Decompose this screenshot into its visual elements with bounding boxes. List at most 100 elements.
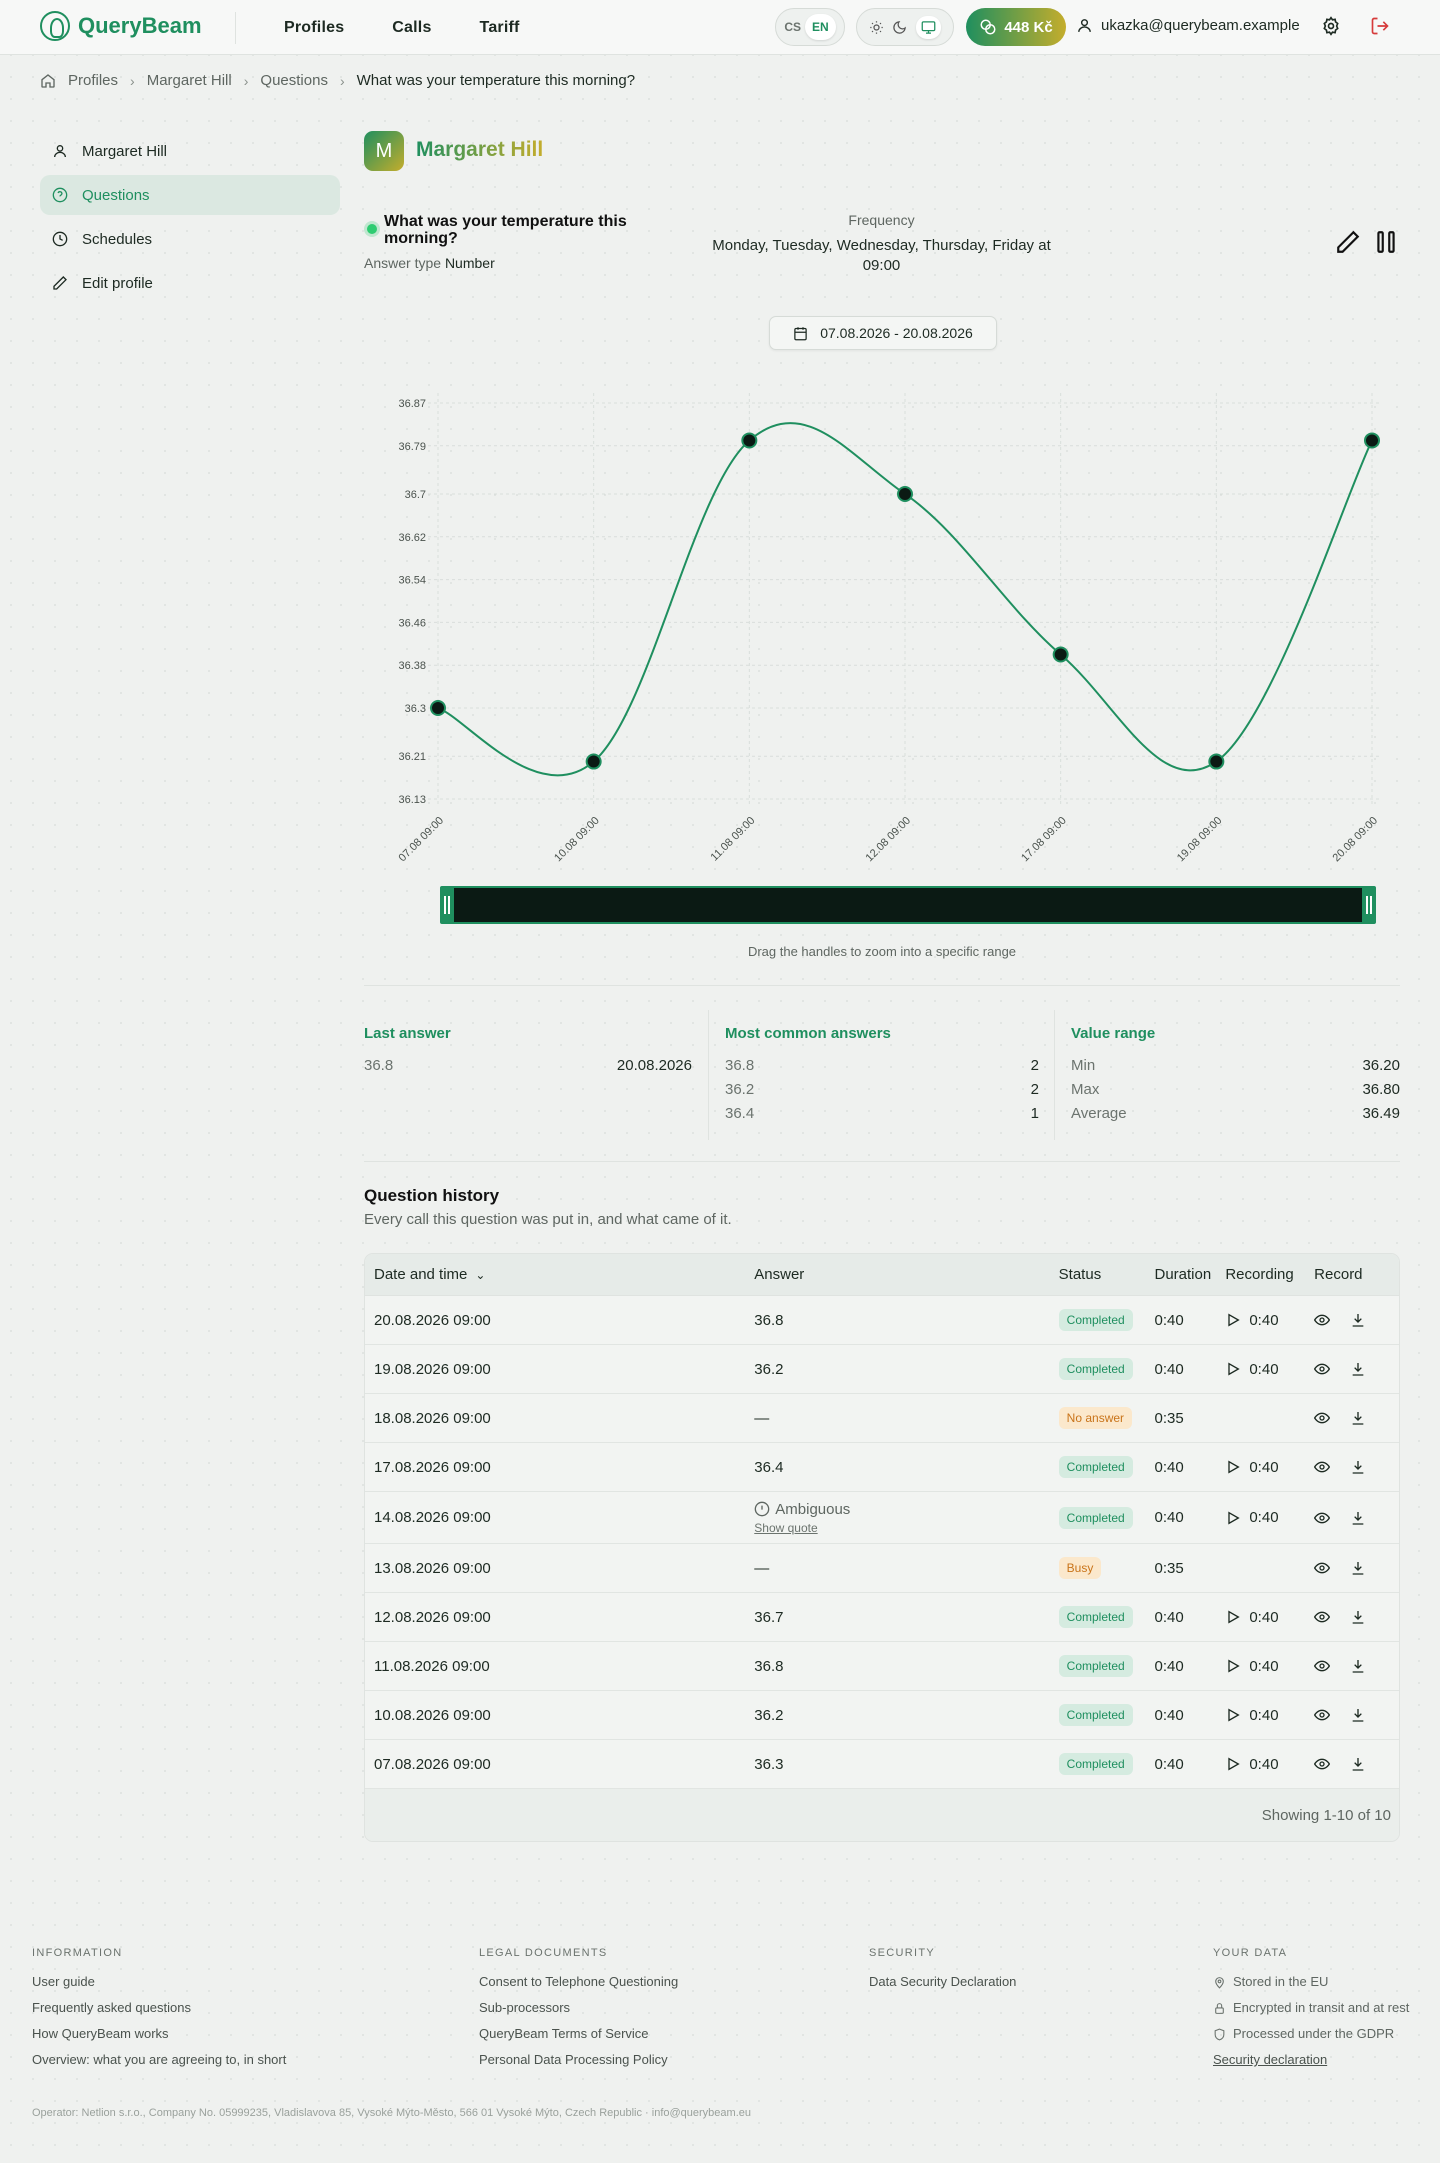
footer-link[interactable]: Data Security Declaration xyxy=(869,1974,1017,1989)
main-nav: Profiles Calls Tariff xyxy=(284,19,520,37)
brand-logo[interactable]: QueryBeam xyxy=(40,11,202,41)
common-answer: 36.4 xyxy=(725,1105,755,1122)
sidebar-item-label: Edit profile xyxy=(82,274,153,292)
y-tick-label: 36.13 xyxy=(398,794,426,806)
sidebar-item-schedules[interactable]: Schedules xyxy=(40,219,340,259)
row-date: 12.08.2026 09:00 xyxy=(374,1608,491,1626)
play-icon[interactable] xyxy=(1225,1361,1241,1377)
y-tick-label: 36.3 xyxy=(405,703,426,715)
breadcrumb-questions[interactable]: Questions xyxy=(260,72,328,89)
sort-date-header[interactable]: Date and time ⌄ xyxy=(365,1266,754,1283)
range-label: Min xyxy=(1071,1057,1096,1074)
footer-heading: LEGAL DOCUMENTS xyxy=(479,1947,608,1959)
footer-security: SECURITY Data Security Declaration xyxy=(869,1947,1016,1995)
nav-tariff[interactable]: Tariff xyxy=(479,19,520,36)
row-recording[interactable]: 0:40 xyxy=(1225,1609,1314,1626)
status-badge: Completed xyxy=(1058,1456,1133,1478)
download-icon[interactable] xyxy=(1350,1312,1366,1328)
zoom-range-bar[interactable] xyxy=(440,886,1376,924)
play-icon[interactable] xyxy=(1225,1707,1241,1723)
pause-icon[interactable] xyxy=(1373,229,1399,255)
credit-balance-button[interactable]: 448 Kč xyxy=(966,8,1066,46)
play-icon[interactable] xyxy=(1225,1510,1241,1526)
footer-data-item: Encrypted in transit and at rest xyxy=(1213,1995,1409,2021)
breadcrumb-profile[interactable]: Margaret Hill xyxy=(146,72,232,89)
history-subtitle: Every call this question was put in, and… xyxy=(364,1211,732,1228)
row-answer: — xyxy=(754,1560,1058,1577)
eye-icon[interactable] xyxy=(1314,1609,1331,1625)
footer-link[interactable]: Frequently asked questions xyxy=(32,2000,191,2015)
y-tick-label: 36.46 xyxy=(398,617,426,629)
eye-icon[interactable] xyxy=(1314,1707,1331,1723)
play-icon[interactable] xyxy=(1225,1756,1241,1772)
lang-en-button[interactable]: EN xyxy=(805,14,836,40)
footer-link[interactable]: Personal Data Processing Policy xyxy=(479,2052,668,2067)
sidebar-item-questions[interactable]: Questions xyxy=(40,175,340,215)
download-icon[interactable] xyxy=(1350,1609,1366,1625)
eye-icon[interactable] xyxy=(1314,1361,1331,1377)
show-quote-link[interactable]: Show quote xyxy=(754,1520,818,1535)
eye-icon[interactable] xyxy=(1314,1560,1331,1576)
footer-link[interactable]: Overview: what you are agreeing to, in s… xyxy=(32,2052,287,2067)
logout-icon[interactable] xyxy=(1370,16,1390,36)
eye-icon[interactable] xyxy=(1314,1459,1331,1475)
footer-link[interactable]: QueryBeam Terms of Service xyxy=(479,2026,649,2041)
download-icon[interactable] xyxy=(1350,1707,1366,1723)
pagination-info: Showing 1-10 of 10 xyxy=(365,1789,1399,1841)
download-icon[interactable] xyxy=(1350,1361,1366,1377)
date-range-picker[interactable]: 07.08.2026 - 20.08.2026 xyxy=(769,316,997,350)
eye-icon[interactable] xyxy=(1314,1658,1331,1674)
security-declaration-link[interactable]: Security declaration xyxy=(1213,2052,1328,2067)
eye-icon[interactable] xyxy=(1314,1410,1331,1426)
row-recording[interactable]: 0:40 xyxy=(1225,1756,1314,1773)
footer-information: INFORMATION User guide Frequently asked … xyxy=(32,1947,286,2073)
eye-icon[interactable] xyxy=(1314,1510,1331,1526)
row-recording[interactable]: 0:40 xyxy=(1225,1658,1314,1675)
footer-link[interactable]: Sub-processors xyxy=(479,2000,571,2015)
sidebar-item-edit-profile[interactable]: Edit profile xyxy=(40,263,340,303)
download-icon[interactable] xyxy=(1350,1756,1366,1772)
download-icon[interactable] xyxy=(1350,1459,1366,1475)
last-answer-value: 36.8 xyxy=(364,1057,394,1074)
play-icon[interactable] xyxy=(1225,1658,1241,1674)
download-icon[interactable] xyxy=(1350,1560,1366,1576)
download-icon[interactable] xyxy=(1350,1410,1366,1426)
play-icon[interactable] xyxy=(1225,1312,1241,1328)
row-recording[interactable]: 0:40 xyxy=(1225,1459,1314,1476)
edit-question-icon[interactable] xyxy=(1335,229,1361,255)
footer-link[interactable]: User guide xyxy=(32,1974,95,1989)
zoom-handle-right[interactable] xyxy=(1362,886,1376,924)
stat-value-range: Value range Min 36.20 Max 36.80 Average 36.… xyxy=(1071,1025,1400,1126)
row-status: Completed xyxy=(1058,1506,1155,1529)
footer-link[interactable]: Consent to Telephone Questioning xyxy=(479,1974,679,1989)
sidebar-item-profile[interactable]: Margaret Hill xyxy=(40,131,340,171)
download-icon[interactable] xyxy=(1350,1658,1366,1674)
row-status: Completed xyxy=(1058,1655,1155,1677)
y-tick-label: 36.21 xyxy=(398,751,426,763)
calendar-icon xyxy=(794,326,807,340)
row-answer: 36.4 xyxy=(754,1459,1058,1476)
sun-icon[interactable] xyxy=(869,20,884,35)
zoom-handle-left[interactable] xyxy=(440,886,454,924)
row-recording[interactable]: 0:40 xyxy=(1225,1361,1314,1378)
download-icon[interactable] xyxy=(1350,1510,1366,1526)
eye-icon[interactable] xyxy=(1314,1312,1331,1328)
nav-profiles[interactable]: Profiles xyxy=(284,19,345,36)
moon-icon[interactable] xyxy=(892,20,907,35)
eye-icon[interactable] xyxy=(1314,1756,1331,1772)
row-record-actions xyxy=(1314,1560,1399,1576)
play-icon[interactable] xyxy=(1225,1609,1241,1625)
breadcrumb-profiles[interactable]: Profiles xyxy=(68,72,119,89)
gear-icon[interactable] xyxy=(1321,16,1341,36)
lang-cs-button[interactable]: CS xyxy=(784,20,801,34)
row-recording[interactable]: 0:40 xyxy=(1225,1312,1314,1329)
row-duration: 0:40 xyxy=(1154,1360,1184,1378)
system-theme-button[interactable] xyxy=(915,15,941,39)
nav-calls[interactable]: Calls xyxy=(392,19,432,36)
footer-link[interactable]: How QueryBeam works xyxy=(32,2026,169,2041)
user-menu[interactable]: ukazka@querybeam.example xyxy=(1076,17,1300,34)
table-row: 14.08.2026 09:00 Ambiguous Show quote Compl… xyxy=(365,1492,1399,1544)
play-icon[interactable] xyxy=(1225,1459,1241,1475)
row-recording[interactable]: 0:40 xyxy=(1225,1509,1314,1526)
row-recording[interactable]: 0:40 xyxy=(1225,1707,1314,1724)
